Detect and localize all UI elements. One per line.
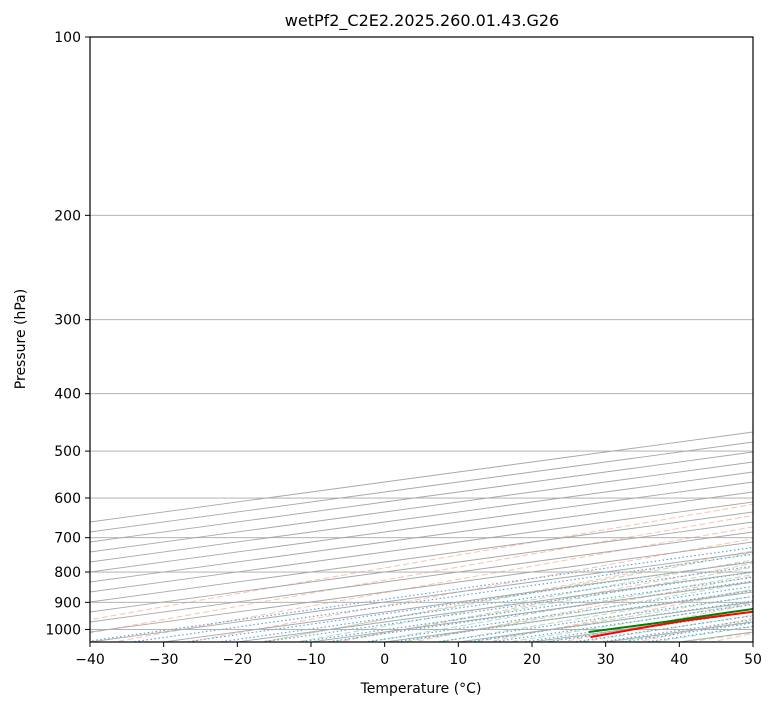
moist-adiabat-line bbox=[506, 602, 753, 642]
moist-adiabat-line bbox=[329, 566, 753, 642]
isotherm-line bbox=[90, 511, 753, 603]
x-tick-label: −10 bbox=[296, 652, 326, 668]
isotherm-line bbox=[90, 531, 753, 623]
isotherm-line bbox=[90, 451, 753, 543]
x-axis-title: Temperature (°C) bbox=[360, 681, 482, 697]
y-tick-label: 500 bbox=[54, 444, 81, 460]
moist-adiabat-line bbox=[470, 595, 753, 642]
isotherm-line bbox=[90, 481, 753, 573]
x-axis: −40 −30 −20 −10 0 10 20 30 40 50 bbox=[75, 642, 762, 668]
moist-adiabat-line bbox=[400, 581, 753, 642]
y-axis-title: Pressure (hPa) bbox=[13, 289, 29, 389]
y-tick-label: 800 bbox=[54, 565, 81, 581]
x-tick-label: −40 bbox=[75, 652, 105, 668]
x-tick-label: 40 bbox=[670, 652, 688, 668]
x-tick-label: 0 bbox=[380, 652, 389, 668]
x-tick-label: 10 bbox=[449, 652, 467, 668]
mixing-ratio-line bbox=[542, 611, 753, 642]
chart-title: wetPf2_C2E2.2025.260.01.43.G26 bbox=[285, 11, 559, 31]
y-tick-label: 200 bbox=[54, 208, 81, 224]
x-tick-label: −30 bbox=[149, 652, 179, 668]
mixing-ratio-line bbox=[568, 615, 753, 642]
mixing-ratio-line bbox=[215, 565, 753, 642]
y-axis: 1000 900 800 700 600 500 400 300 200 100 bbox=[45, 30, 90, 638]
grid-lines bbox=[90, 37, 753, 642]
plot-frame bbox=[89, 36, 754, 643]
y-tick-label: 100 bbox=[54, 30, 81, 46]
mixing-ratio-line bbox=[128, 553, 753, 642]
isotherm-line bbox=[90, 501, 753, 593]
mixing-ratio-line bbox=[295, 576, 753, 642]
y-tick-label: 1000 bbox=[45, 622, 81, 638]
x-tick-label: 30 bbox=[597, 652, 615, 668]
y-tick-label: 300 bbox=[54, 313, 81, 329]
x-tick-label: 50 bbox=[744, 652, 762, 668]
isotherm-line bbox=[90, 471, 753, 563]
isotherm-line bbox=[90, 461, 753, 553]
mixing-ratio-line bbox=[258, 571, 753, 642]
mixing-ratio-line bbox=[596, 619, 753, 642]
x-tick-label: −20 bbox=[223, 652, 253, 668]
isotherm-line bbox=[90, 521, 753, 613]
y-tick-label: 700 bbox=[54, 531, 81, 547]
y-tick-label: 400 bbox=[54, 387, 81, 403]
y-tick-label: 600 bbox=[54, 491, 81, 507]
mixing-ratio-line bbox=[181, 561, 753, 642]
x-tick-label: 20 bbox=[523, 652, 541, 668]
isotherm-line bbox=[90, 491, 753, 583]
y-tick-label: 900 bbox=[54, 595, 81, 611]
moist-adiabat-line bbox=[293, 559, 753, 642]
